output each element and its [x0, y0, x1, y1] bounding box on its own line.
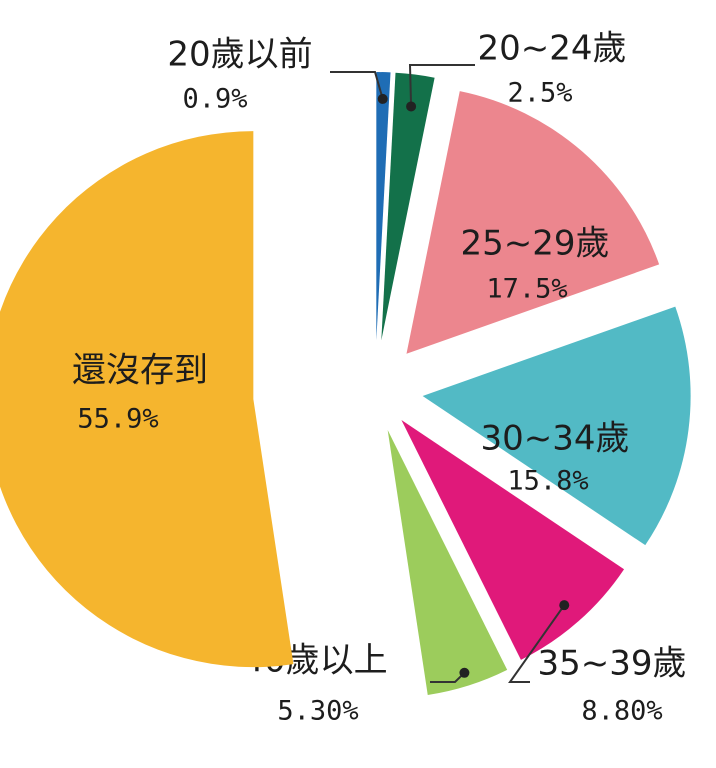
value-label: 2.5% — [507, 78, 572, 109]
slice-label: 30~34歲 — [480, 419, 629, 459]
leader-line — [330, 71, 384, 100]
slice-label: 35~39歲 — [537, 644, 686, 684]
pie-slice — [401, 420, 625, 660]
pie-slice — [406, 91, 660, 354]
leader-line — [408, 64, 475, 107]
leader-dot — [377, 93, 388, 104]
slice-label: 20歲以前 — [167, 35, 312, 75]
leader-line — [508, 604, 566, 683]
slice-label: 25~29歲 — [460, 224, 609, 264]
value-label: 15.8% — [507, 466, 588, 497]
pie-slice — [0, 131, 294, 668]
pie-slice — [381, 72, 435, 341]
leader-dot — [406, 101, 417, 112]
value-label: 17.5% — [486, 274, 567, 305]
value-label: 8.80% — [581, 696, 662, 727]
slice-label: 還沒存到 — [72, 351, 208, 391]
leader-dot — [559, 600, 570, 611]
leader-dot — [459, 667, 470, 678]
pie-slice — [422, 306, 691, 546]
value-label: 5.30% — [277, 696, 358, 727]
pie-slice — [376, 72, 391, 341]
value-label: 0.9% — [182, 84, 247, 115]
pie-slice — [387, 430, 508, 696]
value-label: 55.9% — [77, 404, 158, 435]
slice-label: 20~24歲 — [477, 29, 626, 69]
